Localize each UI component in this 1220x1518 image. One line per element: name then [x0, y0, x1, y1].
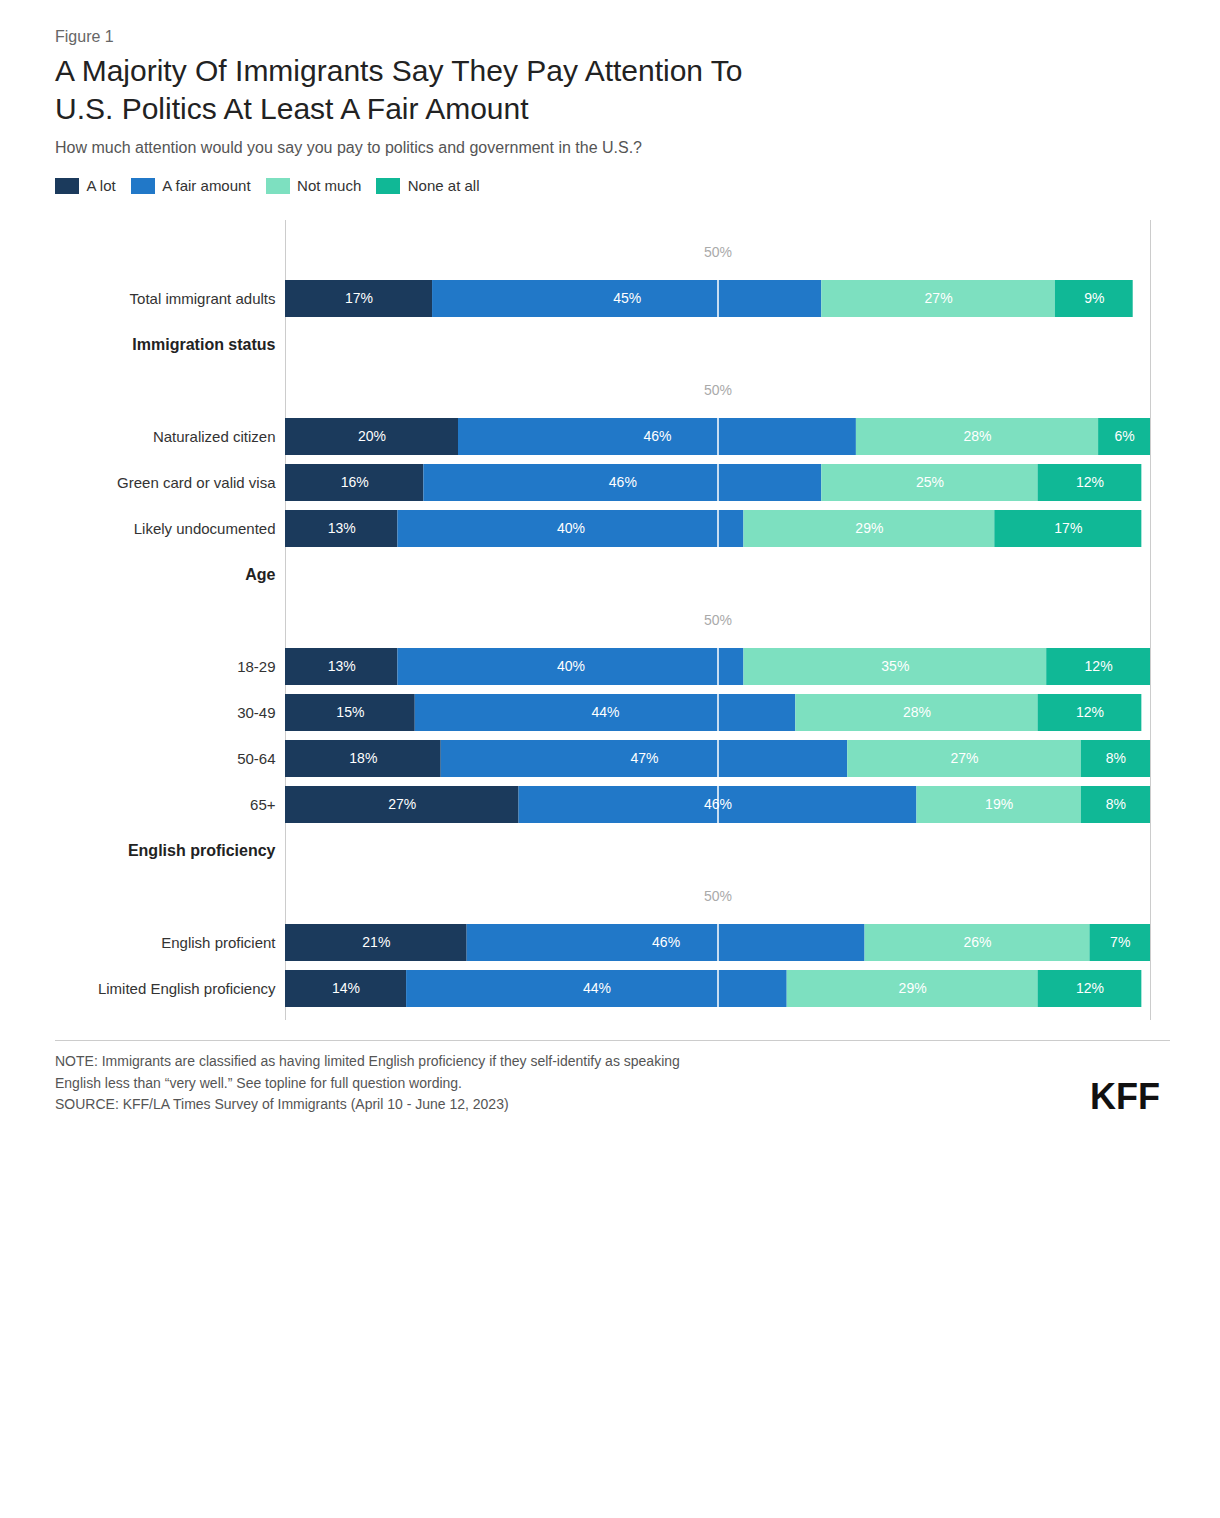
- svg-text:12%: 12%: [1085, 658, 1113, 674]
- svg-text:19%: 19%: [985, 796, 1013, 812]
- html-text:KFF: KFF: [1090, 1076, 1160, 1118]
- svg-text:50-64: 50-64: [237, 750, 275, 767]
- html-text:Not much: Not much: [297, 177, 362, 194]
- svg-text:65+: 65+: [250, 796, 276, 813]
- svg-text:40%: 40%: [557, 658, 585, 674]
- svg-text:8%: 8%: [1106, 796, 1126, 812]
- svg-text:Immigration status: Immigration status: [132, 336, 275, 353]
- svg-text:17%: 17%: [1054, 520, 1082, 536]
- svg-text:12%: 12%: [1076, 980, 1104, 996]
- svg-text:44%: 44%: [592, 704, 620, 720]
- svg-text:18-29: 18-29: [237, 658, 275, 675]
- svg-text:16%: 16%: [341, 474, 369, 490]
- svg-text:29%: 29%: [855, 520, 883, 536]
- svg-text:46%: 46%: [652, 934, 680, 950]
- svg-text:29%: 29%: [899, 980, 927, 996]
- svg-text:21%: 21%: [362, 934, 390, 950]
- svg-text:44%: 44%: [583, 980, 611, 996]
- svg-text:25%: 25%: [916, 474, 944, 490]
- html-text:English less than “very well.”: English less than “very well.” See topli…: [55, 1074, 462, 1091]
- svg-text:20%: 20%: [358, 428, 386, 444]
- svg-text:14%: 14%: [332, 980, 360, 996]
- svg-text:50%: 50%: [704, 888, 732, 904]
- svg-text:46%: 46%: [643, 428, 671, 444]
- svg-text:Likely undocumented: Likely undocumented: [134, 520, 276, 537]
- svg-text:15%: 15%: [336, 704, 364, 720]
- svg-text:Naturalized citizen: Naturalized citizen: [153, 428, 276, 445]
- svg-text:Green card or valid visa: Green card or valid visa: [117, 474, 276, 491]
- svg-text:46%: 46%: [704, 796, 732, 813]
- svg-text:12%: 12%: [1076, 474, 1104, 490]
- svg-text:18%: 18%: [349, 750, 377, 766]
- svg-text:26%: 26%: [963, 934, 991, 950]
- html-text:NOTE: Immigrants are classifie: NOTE: Immigrants are classified as havin…: [55, 1053, 680, 1069]
- svg-text:Total immigrant adults: Total immigrant adults: [130, 290, 276, 307]
- svg-text:35%: 35%: [881, 658, 909, 674]
- svg-text:27%: 27%: [951, 750, 979, 766]
- svg-text:27%: 27%: [925, 290, 953, 306]
- svg-text:50%: 50%: [704, 382, 732, 398]
- svg-text:English proficiency: English proficiency: [128, 842, 276, 859]
- html-text:How much attention would you s: How much attention would you say you pay…: [55, 139, 642, 156]
- svg-text:28%: 28%: [963, 428, 991, 444]
- svg-text:45%: 45%: [613, 290, 641, 306]
- svg-text:Age: Age: [245, 566, 275, 583]
- svg-text:17%: 17%: [345, 290, 373, 306]
- html-text:A lot: A lot: [86, 177, 116, 194]
- svg-text:Limited English proficiency: Limited English proficiency: [98, 980, 276, 997]
- svg-text:47%: 47%: [630, 750, 658, 766]
- svg-text:English proficient: English proficient: [161, 934, 276, 951]
- svg-text:50%: 50%: [704, 244, 732, 260]
- html-text:None at all: None at all: [407, 177, 480, 194]
- svg-text:27%: 27%: [388, 796, 416, 812]
- html-text:A Majority Of Immigrants Say T: A Majority Of Immigrants Say They Pay At…: [55, 54, 743, 125]
- html-text:Figure 1: Figure 1: [55, 28, 114, 45]
- html-text:A fair amount: A fair amount: [162, 177, 251, 194]
- svg-text:9%: 9%: [1084, 290, 1104, 306]
- svg-text:13%: 13%: [328, 520, 356, 536]
- svg-text:28%: 28%: [903, 704, 931, 720]
- svg-text:50%: 50%: [704, 612, 732, 628]
- svg-text:30-49: 30-49: [237, 704, 275, 721]
- svg-text:13%: 13%: [328, 658, 356, 674]
- html-text:SOURCE: KFF/LA Times Survey of: SOURCE: KFF/LA Times Survey of Immigrant…: [55, 1096, 509, 1113]
- svg-text:7%: 7%: [1110, 934, 1130, 950]
- svg-text:8%: 8%: [1106, 750, 1126, 766]
- svg-text:6%: 6%: [1114, 428, 1134, 444]
- svg-text:46%: 46%: [609, 474, 637, 490]
- svg-text:12%: 12%: [1076, 704, 1104, 720]
- svg-text:40%: 40%: [557, 520, 585, 536]
